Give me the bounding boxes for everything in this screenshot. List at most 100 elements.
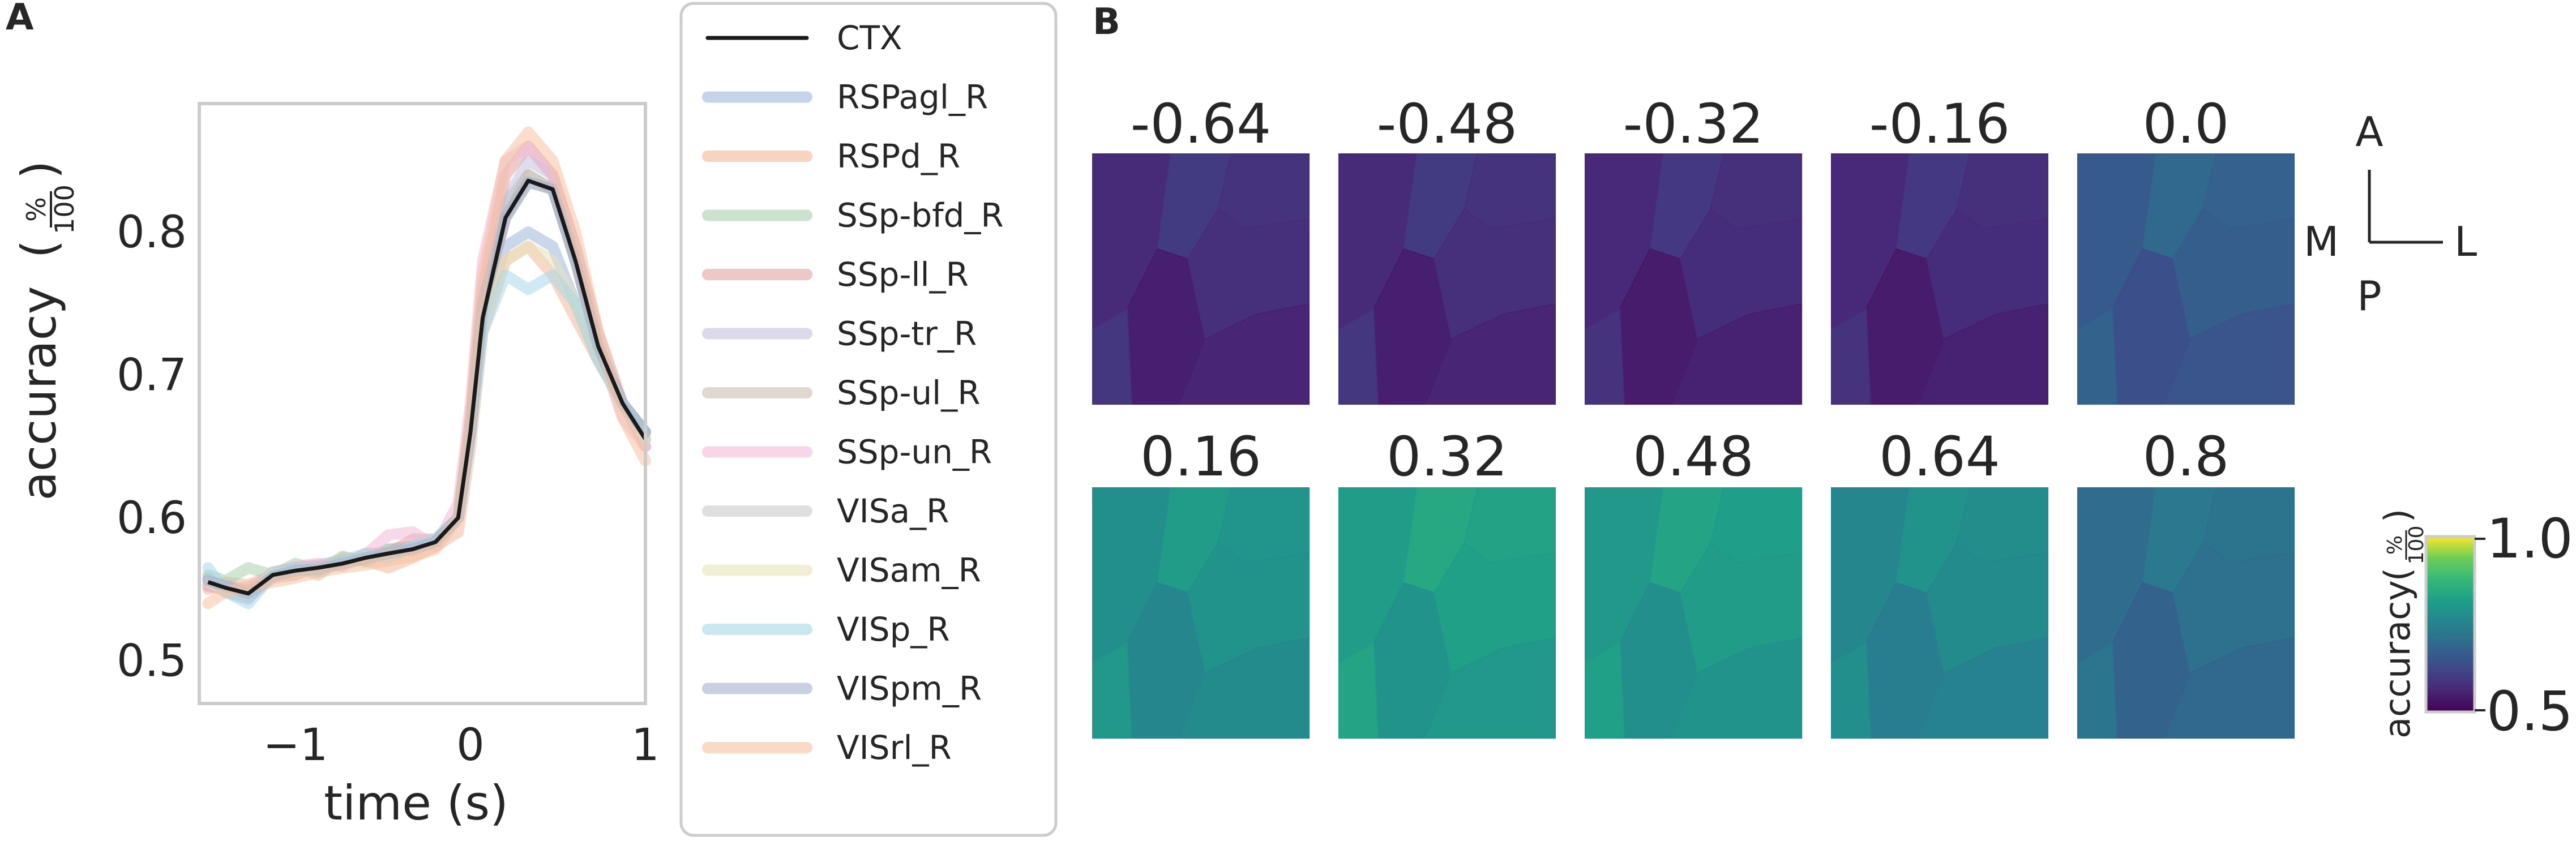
colorbar-label-group: accuracy ( % 100 ): [2377, 509, 2428, 739]
colorbar-tick-label-min: 0.5: [2487, 680, 2573, 743]
cortical-region: [1831, 642, 1871, 739]
map-time-label: 0.8: [2143, 425, 2230, 488]
colorbar: 1.0 0.5 accuracy ( % 100 ): [2377, 507, 2573, 743]
cortical-map: 0.8: [2077, 425, 2295, 739]
legend-label: VISrl_R: [837, 728, 952, 767]
x-tick-label: 0: [456, 720, 485, 771]
legend-label: SSp-bfd_R: [837, 196, 1004, 235]
cortical-region: [1671, 303, 1802, 405]
map-time-label: 0.64: [1879, 425, 2000, 488]
y-axis-label: accuracy: [11, 286, 67, 501]
legend: CTX RSPagl_R RSPd_R SSp-bfd_R SSp-ll_R SSp-tr…: [679, 2, 1058, 837]
y-tick-label: 0.5: [117, 636, 187, 686]
cortical-map: -0.64: [1092, 92, 1310, 405]
map-time-label: 0.0: [2143, 92, 2230, 156]
legend-label: VISp_R: [837, 610, 950, 649]
colorbar-tick-label-max: 1.0: [2487, 507, 2573, 570]
colorbar-label-paren-open: (: [2377, 568, 2418, 581]
cortical-map: 0.0: [2077, 92, 2295, 405]
map-time-label: 0.32: [1387, 425, 1508, 488]
cortical-region: [1424, 637, 1556, 739]
cortical-region: [1424, 303, 1556, 405]
compass-label-lateral: L: [2454, 218, 2477, 265]
cortical-maps-panel-b: -0.64 -0.48 -0.32 -0.16 0.0 0.16 0.32 0.48 0.64 0…: [1092, 92, 2295, 739]
cortical-region: [1178, 637, 1310, 739]
y-axis-label-paren-open: (: [11, 240, 67, 259]
cortical-region: [2202, 487, 2295, 564]
cortical-region: [1217, 153, 1310, 230]
panel-label-a: A: [6, 0, 34, 38]
compass-label-posterior: P: [2357, 272, 2381, 320]
series-line-visrl-r: [202, 126, 651, 610]
cortical-region: [2077, 642, 2117, 739]
plot-frame: [198, 102, 647, 705]
cortical-region: [1956, 487, 2048, 564]
colorbar-label: accuracy: [2377, 580, 2418, 739]
series-lines-layer: [202, 126, 651, 610]
cortical-region: [1585, 308, 1625, 405]
cortical-region: [2163, 637, 2295, 739]
compass-label-anterior: A: [2355, 108, 2383, 156]
y-axis-label-paren-close: ): [11, 161, 67, 179]
line-chart-panel-a: −1 0 1 0.5 0.6 0.7 0.8 time (s) accuracy ( % …: [11, 102, 660, 831]
cortical-region: [1917, 303, 2048, 405]
cortical-map: 0.48: [1585, 425, 1802, 739]
cortical-map: 0.32: [1338, 425, 1556, 739]
legend-label: SSp-ul_R: [837, 374, 981, 412]
cortical-map: 0.16: [1092, 425, 1310, 739]
map-time-label: -0.32: [1623, 92, 1764, 156]
x-axis-label: time (s): [324, 775, 508, 831]
cortical-region: [1092, 642, 1132, 739]
cortical-region: [1831, 308, 1871, 405]
x-tick-label: 1: [631, 720, 660, 771]
y-tick-label: 0.6: [117, 493, 187, 544]
colorbar-label-fraction-den: 100: [2405, 526, 2428, 565]
legend-frame: [679, 2, 1058, 837]
legend-label: VISpm_R: [837, 670, 982, 708]
x-axis-ticks: −1 0 1: [263, 720, 659, 771]
cortical-region: [1092, 308, 1132, 405]
legend-label: SSp-ll_R: [837, 255, 969, 294]
legend-label: CTX: [837, 19, 902, 57]
cortical-region: [1338, 642, 1379, 739]
cortical-map: 0.64: [1831, 425, 2048, 739]
cortical-region: [1464, 153, 1556, 230]
cortical-region: [1917, 637, 2048, 739]
panel-label-b: B: [1093, 1, 1120, 43]
map-time-label: -0.16: [1869, 92, 2010, 156]
legend-entries: CTX RSPagl_R RSPd_R SSp-bfd_R SSp-ll_R SSp-tr…: [702, 19, 1004, 767]
colorbar-gradient: [2424, 535, 2476, 714]
cortical-region: [2163, 303, 2295, 405]
compass-label-medial: M: [2304, 218, 2339, 265]
cortical-region: [2077, 308, 2117, 405]
orientation-compass: A M L P: [2304, 108, 2477, 320]
cortical-region: [1710, 153, 1802, 230]
legend-label: RSPd_R: [837, 137, 960, 175]
cortical-region: [1710, 487, 1802, 564]
cortical-region: [1585, 642, 1625, 739]
y-axis-label-fraction-num: %: [21, 197, 52, 222]
colorbar-label-fraction-num: %: [2384, 535, 2407, 555]
map-time-label: -0.64: [1131, 92, 1271, 156]
cortical-map: -0.16: [1831, 92, 2048, 405]
legend-label: SSp-tr_R: [837, 315, 977, 353]
colorbar-label-paren-close: ): [2377, 509, 2418, 522]
series-line-ssp-tr-r: [202, 155, 651, 598]
map-time-label: 0.16: [1140, 425, 1261, 488]
legend-label: SSp-un_R: [837, 433, 992, 471]
cortical-region: [1464, 487, 1556, 564]
cortical-region: [2202, 153, 2295, 230]
map-time-label: 0.48: [1633, 425, 1754, 488]
y-axis-label-fraction-den: 100: [49, 184, 80, 234]
series-line-ssp-un-r: [202, 140, 651, 597]
cortical-region: [1338, 308, 1379, 405]
ctx-mean-line: [207, 178, 647, 596]
legend-label: RSPagl_R: [837, 78, 988, 117]
series-line-ssp-ll-r: [202, 140, 651, 602]
cortical-region: [1217, 487, 1310, 564]
map-time-label: -0.48: [1377, 92, 1517, 156]
cortical-map: -0.48: [1338, 92, 1556, 405]
y-tick-label: 0.8: [117, 207, 187, 258]
legend-label: VISam_R: [837, 551, 981, 590]
